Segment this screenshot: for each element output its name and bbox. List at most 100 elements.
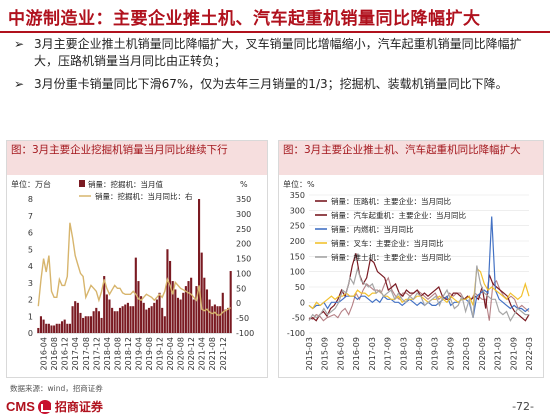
excavator-sales-bar <box>161 307 164 333</box>
excavator-yoy-line <box>37 222 232 316</box>
excavator-sales-bar <box>42 319 45 333</box>
unit-label-right: % <box>240 180 248 189</box>
x-tick-label: 2018-03 <box>399 337 408 370</box>
y-tick-label-left: 7 <box>28 212 33 221</box>
legend-item: 销量：挖掘机：当月同比：右 <box>95 191 193 201</box>
logo-icon <box>37 399 53 414</box>
excavator-sales-bar <box>153 302 156 333</box>
excavator-sales-bar <box>200 252 203 333</box>
y-tick-label-right: -100 <box>236 329 254 338</box>
unit-label: 单位：% <box>283 179 315 189</box>
excavator-sales-bar <box>89 316 93 333</box>
y-tick-label-right: 100 <box>236 269 251 278</box>
legend-item: 销量：汽车起重机：主要企业：当月同比 <box>331 210 466 220</box>
excavator-sales-bar <box>111 307 114 333</box>
x-tick-label: 2017-09 <box>384 337 393 370</box>
y-tick-label-left: 6 <box>28 229 33 238</box>
excavator-sales-bar <box>216 306 219 333</box>
x-tick-label: 2016-08 <box>50 337 59 370</box>
y-tick-label-right: -50 <box>236 314 249 323</box>
excavator-sales-bar <box>205 289 209 333</box>
slide-title: 中游制造业：主要企业推土机、汽车起重机销量同比降幅扩大 <box>8 9 481 29</box>
y-tick-label: -50 <box>292 314 305 323</box>
x-tick-label: 2020-09 <box>478 337 487 370</box>
excavator-sales-bar <box>163 316 166 333</box>
y-tick-label-right: 300 <box>236 210 251 219</box>
x-tick-label: 2019-03 <box>431 337 440 370</box>
excavator-sales-bar <box>187 281 190 333</box>
x-tick-label: 2021-03 <box>494 337 503 370</box>
y-tick-label-left: 4 <box>28 262 33 271</box>
y-tick-label-left: 5 <box>28 245 33 254</box>
excavator-sales-bar <box>108 299 111 333</box>
excavator-sales-bar <box>66 323 69 333</box>
excavator-sales-bar <box>192 299 195 333</box>
x-tick-label: 2021-12 <box>219 337 228 370</box>
series-line-3 <box>308 216 530 318</box>
y-tick-label-right: 350 <box>236 195 251 204</box>
y-tick-label: 300 <box>290 206 305 215</box>
data-source-note: 数据来源：wind，招商证券 <box>10 384 103 393</box>
legend-item: 销量：挖掘机：当月值 <box>88 179 163 189</box>
x-tick-label: 2021-04 <box>198 337 207 370</box>
excavator-sales-bar <box>184 286 187 333</box>
y-tick-label-right: 150 <box>236 255 251 264</box>
excavator-sales-bar <box>60 321 64 333</box>
x-tick-label: 2015-09 <box>321 337 330 370</box>
y-tick-label: 150 <box>290 252 305 261</box>
y-tick-label-left: 8 <box>28 195 33 204</box>
y-tick-label: 100 <box>290 268 305 277</box>
excavator-sales-bar <box>176 297 180 333</box>
excavator-sales-bar <box>55 323 58 333</box>
series-line-1 <box>308 276 530 322</box>
excavator-sales-bar <box>226 307 230 333</box>
excavator-sales-bar <box>71 306 74 333</box>
excavator-sales-bar <box>116 311 119 333</box>
excavator-sales-bar <box>126 302 129 333</box>
excavator-sales-bar <box>74 301 77 333</box>
excavator-sales-bar <box>211 306 214 333</box>
y-tick-label: 200 <box>290 237 305 246</box>
brand-text: CMS <box>6 399 35 414</box>
excavator-chart-panel: 图：3月主要企业挖掘机销量当月同比继续下行 单位：万台% 销量：挖掘机：当月值 销量… <box>6 140 268 378</box>
x-tick-label: 2019-12 <box>156 337 165 370</box>
y-tick-label-right: 250 <box>236 225 251 234</box>
excavator-sales-bar <box>100 317 103 333</box>
x-tick-label: 2018-09 <box>415 337 424 370</box>
y-tick-label-left: 0 <box>28 329 33 338</box>
legend-item: 销量：内燃机：当月同比 <box>331 224 414 234</box>
chart-title: 图：3月主要企业挖掘机销量当月同比继续下行 <box>7 141 267 175</box>
excavator-sales-bar <box>224 309 227 333</box>
excavator-sales-bar <box>82 317 85 333</box>
page-number: -72- <box>512 400 534 413</box>
excavator-sales-bar <box>50 325 53 333</box>
excavator-sales-bar <box>174 289 177 333</box>
excavator-sales-bar <box>124 304 127 333</box>
excavator-sales-bar <box>166 249 169 333</box>
machinery-chart-panel: 图：3月主要企业推土机、汽车起重机同比降幅扩大 单位：% -100 -50 0 50 10… <box>278 140 544 378</box>
bullet-item: ➢ 3月份重卡销量同比下滑67%，仅为去年三月销量的1/3；挖掘机、装载机销量同… <box>14 76 534 93</box>
x-tick-label: 2022-03 <box>525 337 534 370</box>
excavator-sales-bar <box>145 309 148 333</box>
excavator-sales-bar <box>95 307 98 333</box>
x-tick-label: 2018-08 <box>113 337 122 370</box>
x-tick-label: 2020-04 <box>166 337 175 370</box>
legend-swatch-bar <box>79 180 85 187</box>
bullet-text: 3月主要企业推土机销量同比降幅扩大，叉车销量同比增幅缩小，汽车起重机销量同比降幅… <box>34 37 522 68</box>
excavator-sales-bar <box>129 306 132 333</box>
legend-item: 销量：叉车：主要企业：当月同比 <box>331 238 444 248</box>
excavator-sales-bar <box>121 306 124 333</box>
x-tick-label: 2018-04 <box>103 337 112 370</box>
bullet-list: ➢ 3月主要企业推土机销量同比降幅扩大，叉车销量同比增幅缩小，汽车起重机销量同比… <box>14 36 534 99</box>
x-tick-label: 2020-08 <box>177 337 186 370</box>
x-tick-label: 2020-03 <box>462 337 471 370</box>
excavator-sales-bar <box>158 292 161 333</box>
x-tick-label: 2021-09 <box>509 337 518 370</box>
x-tick-label: 2017-04 <box>71 337 80 370</box>
machinery-chart: 单位：% -100 -50 0 50 100 150 200 250 300 350 销量：压路机：主… <box>283 179 534 370</box>
excavator-sales-bar <box>203 277 206 333</box>
excavator-sales-bar <box>37 327 40 333</box>
title-divider <box>0 31 550 33</box>
excavator-sales-bar <box>103 276 106 333</box>
